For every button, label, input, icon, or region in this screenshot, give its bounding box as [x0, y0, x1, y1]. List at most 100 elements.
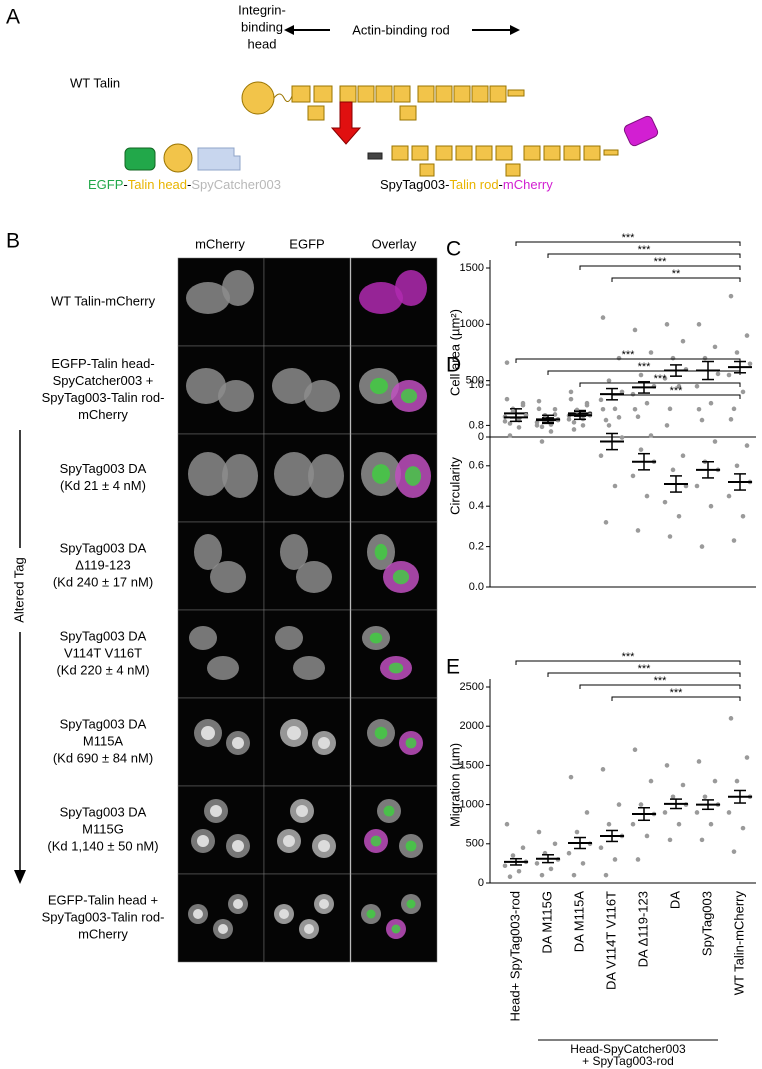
rod-domain	[435, 85, 453, 103]
linker	[273, 93, 293, 102]
data-point	[574, 829, 580, 835]
cell-nucleus	[370, 835, 382, 847]
data-point	[571, 872, 577, 878]
data-point	[664, 763, 670, 768]
y-tick-label: 2500	[460, 681, 484, 693]
data-point	[740, 825, 746, 831]
data-point	[715, 371, 721, 377]
cell	[218, 380, 254, 412]
data-point	[712, 778, 718, 784]
significance-label: ***	[622, 651, 636, 663]
rod-domain	[357, 85, 375, 103]
rod-arrow	[284, 25, 520, 35]
micrograph	[177, 697, 265, 787]
cell	[296, 561, 332, 593]
data-point	[728, 716, 734, 721]
cell	[222, 270, 254, 306]
data-point	[699, 417, 705, 423]
data-point	[731, 849, 737, 854]
y-tick-label: 1500	[460, 262, 484, 274]
rod-domain	[411, 145, 429, 161]
rod-domain	[399, 105, 417, 121]
significance-label: ***	[638, 361, 652, 373]
cell	[189, 626, 217, 650]
row-label: EGFP-Talin head-	[51, 356, 154, 371]
cell-nucleus	[232, 737, 244, 749]
cell-nucleus	[372, 464, 390, 484]
data-point	[510, 408, 516, 414]
product-label: SpyTag003-Talin rod-mCherry	[380, 177, 553, 192]
significance-label: ***	[654, 675, 668, 687]
y-tick-label: 0.6	[469, 460, 484, 472]
data-point	[502, 419, 508, 424]
label-part: -	[499, 177, 503, 192]
data-point	[694, 810, 700, 815]
label-part: Talin rod	[449, 177, 498, 192]
significance-bracket	[611, 277, 741, 282]
group-label: Head-SpyCatcher003	[570, 1042, 686, 1056]
micrograph	[350, 697, 438, 787]
product-label: EGFP-Talin head-SpyCatcher003	[88, 177, 281, 192]
data-point	[694, 483, 700, 489]
x-tick-label: SpyTag003	[699, 891, 714, 956]
data-point	[539, 424, 545, 430]
cell-nucleus	[370, 377, 388, 395]
y-tick-label: 500	[466, 375, 484, 387]
data-point	[606, 378, 612, 383]
data-point	[536, 398, 542, 404]
data-point	[670, 467, 676, 473]
data-point	[520, 845, 526, 851]
wt-label: WT Talin	[70, 75, 120, 90]
data-point	[606, 821, 612, 827]
x-tick-label: Head+ SpyTag003-rod	[507, 891, 522, 1021]
cell-nucleus	[391, 924, 401, 934]
data-point	[566, 417, 572, 422]
cell	[395, 270, 427, 306]
cell-nucleus	[383, 805, 395, 817]
data-point	[667, 406, 673, 412]
cell-nucleus	[283, 835, 295, 847]
data-point	[667, 534, 673, 539]
micrograph	[263, 785, 351, 875]
label-part: Talin head	[128, 177, 187, 192]
y-tick-label: 1000	[460, 318, 484, 330]
row-label: SpyTag003-Talin rod-	[42, 390, 165, 405]
y-tick-label: 1.0	[469, 379, 484, 391]
data-point	[726, 810, 732, 815]
data-point	[699, 544, 705, 549]
spytag	[367, 152, 383, 160]
data-point	[584, 402, 590, 408]
micrograph	[263, 697, 351, 787]
data-point	[740, 514, 746, 519]
data-point	[632, 327, 638, 333]
cell	[274, 452, 314, 496]
data-point	[734, 350, 740, 355]
micrograph	[177, 609, 265, 699]
arrow-head	[14, 870, 26, 884]
talin-head	[241, 81, 275, 115]
micrograph	[350, 609, 438, 699]
data-point	[638, 802, 644, 807]
panel-label: B	[6, 230, 20, 253]
cell	[280, 534, 308, 570]
data-point	[616, 802, 622, 807]
label-part: -	[187, 177, 191, 192]
data-point	[504, 396, 510, 402]
data-point	[699, 837, 705, 843]
panel-label: C	[446, 238, 461, 261]
data-point	[612, 857, 618, 862]
data-point	[584, 810, 590, 815]
data-point	[603, 872, 609, 878]
data-point	[708, 503, 714, 509]
data-point	[667, 837, 673, 843]
rod-domain	[471, 85, 489, 103]
data-point	[648, 433, 654, 438]
panel-label: A	[6, 6, 20, 29]
column-header: mCherry	[195, 236, 245, 251]
cell-nucleus	[287, 726, 301, 740]
data-point	[726, 372, 732, 378]
rod-domain	[419, 163, 435, 177]
label-part: SpyCatcher003	[191, 177, 281, 192]
data-point	[696, 406, 702, 412]
micrograph	[177, 785, 265, 875]
